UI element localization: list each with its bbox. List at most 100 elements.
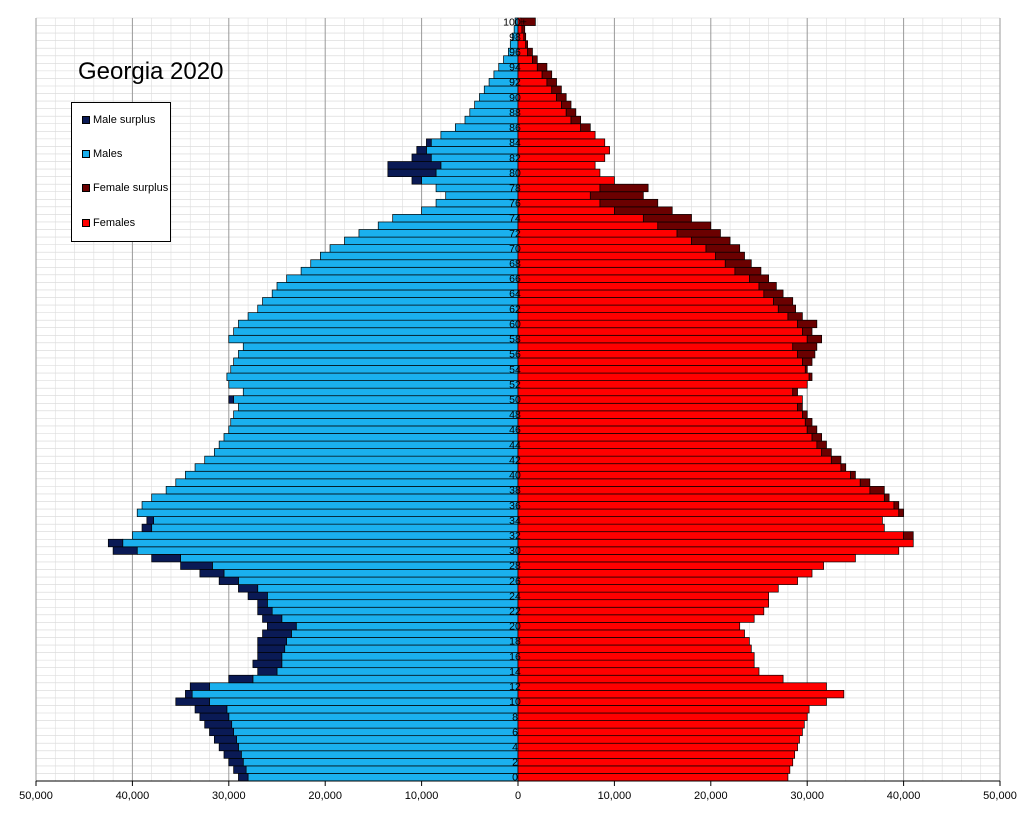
female-bar	[517, 705, 810, 714]
female-surplus-bar	[804, 418, 813, 427]
female-bar	[517, 735, 800, 744]
male-bar	[228, 334, 519, 344]
male-surplus-bar	[238, 773, 249, 782]
male-surplus-bar	[218, 742, 239, 752]
female-surplus-bar	[599, 198, 659, 208]
female-bar	[517, 402, 798, 412]
male-surplus-bar	[112, 546, 138, 555]
female-bar	[517, 251, 716, 261]
male-surplus-bar	[209, 727, 234, 737]
x-tick-label: 20,000	[308, 790, 342, 802]
male-bar	[228, 712, 519, 721]
female-bar	[517, 470, 851, 480]
legend-item-males: Males	[82, 148, 122, 160]
legend-swatch-male-surplus	[82, 116, 90, 124]
male-bar	[233, 410, 519, 419]
age-label: 82	[509, 152, 521, 164]
female-surplus-bar	[903, 531, 914, 540]
male-bar	[267, 599, 519, 608]
age-label: 64	[509, 288, 521, 300]
female-bar	[517, 289, 765, 298]
age-label: 58	[509, 334, 521, 346]
male-bar	[141, 501, 519, 510]
male-bar	[262, 297, 519, 306]
female-bar	[517, 297, 774, 306]
male-bar	[233, 327, 519, 336]
female-bar	[517, 750, 796, 759]
male-surplus-bar	[185, 689, 193, 699]
male-surplus-bar	[262, 614, 283, 623]
female-bar	[517, 108, 567, 117]
age-label: 66	[509, 273, 521, 285]
male-bar	[194, 463, 519, 472]
male-bar	[257, 304, 519, 313]
female-bar	[517, 727, 803, 737]
age-label: 72	[509, 228, 521, 240]
female-bar	[517, 229, 678, 238]
female-bar	[517, 312, 789, 321]
age-label: 38	[509, 485, 521, 497]
female-bar	[517, 327, 803, 336]
male-bar	[284, 644, 519, 653]
female-bar	[517, 168, 601, 177]
female-bar	[517, 146, 610, 155]
female-bar	[517, 478, 861, 487]
female-bar	[517, 191, 591, 200]
male-bar	[252, 674, 519, 684]
female-bar	[517, 440, 818, 449]
male-bar	[233, 357, 519, 366]
female-surplus-bar	[520, 17, 536, 26]
x-tick-label: 40,000	[116, 790, 150, 802]
male-bar	[136, 508, 519, 517]
male-bar	[440, 161, 519, 170]
female-surplus-bar	[821, 448, 832, 457]
female-bar	[517, 266, 736, 276]
female-bar	[517, 720, 805, 729]
male-bar	[209, 682, 519, 691]
male-bar	[226, 705, 519, 714]
female-bar	[517, 501, 895, 510]
male-bar	[421, 206, 519, 215]
male-bar	[238, 350, 519, 359]
male-surplus-bar	[257, 599, 268, 608]
legend-item-females: Females	[82, 217, 135, 229]
male-surplus-bar	[146, 516, 154, 525]
female-bar	[517, 387, 794, 397]
female-bar	[517, 206, 615, 215]
female-bar	[517, 561, 824, 570]
female-bar	[517, 153, 606, 162]
female-surplus-bar	[797, 319, 818, 329]
age-label: 50	[509, 394, 521, 406]
female-bar	[517, 773, 789, 782]
x-tick-label: 30,000	[212, 790, 246, 802]
female-bar	[517, 304, 779, 313]
female-bar	[517, 282, 760, 291]
male-surplus-bar	[180, 561, 213, 570]
male-surplus-bar	[411, 153, 432, 162]
male-bar	[295, 622, 519, 631]
female-bar	[517, 508, 900, 517]
female-bar	[517, 85, 553, 94]
age-label: 24	[509, 590, 521, 602]
male-surplus-bar	[175, 697, 210, 706]
female-surplus-bar	[797, 350, 816, 359]
male-surplus-bar	[199, 569, 225, 578]
female-surplus-bar	[883, 493, 890, 502]
age-label: 46	[509, 424, 521, 436]
female-bar	[517, 161, 596, 170]
female-bar	[517, 130, 596, 140]
female-bar	[517, 115, 572, 125]
female-surplus-bar	[536, 62, 548, 72]
male-surplus-bar	[267, 622, 297, 631]
age-label: 98	[509, 31, 521, 43]
male-bar	[230, 365, 519, 374]
male-surplus-bar	[228, 674, 254, 684]
age-label: 88	[509, 107, 521, 119]
female-surplus-bar	[830, 455, 842, 465]
female-surplus-bar	[551, 85, 562, 94]
male-bar	[242, 342, 519, 351]
age-label: 22	[509, 606, 521, 618]
male-bar	[122, 538, 519, 548]
male-bar	[223, 433, 519, 442]
male-surplus-bar	[107, 538, 124, 548]
